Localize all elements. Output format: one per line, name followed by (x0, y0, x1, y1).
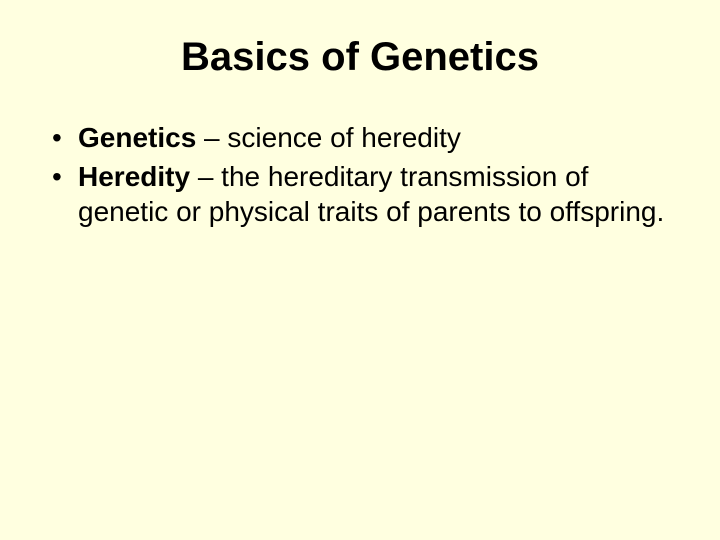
list-item: Genetics – science of heredity (50, 120, 680, 155)
slide-container: Basics of Genetics Genetics – science of… (0, 0, 720, 540)
definition-genetics: – science of heredity (196, 122, 461, 153)
slide-title: Basics of Genetics (40, 35, 680, 80)
bullet-list: Genetics – science of heredity Heredity … (40, 120, 680, 229)
list-item: Heredity – the hereditary transmission o… (50, 159, 680, 229)
term-genetics: Genetics (78, 122, 196, 153)
term-heredity: Heredity (78, 161, 190, 192)
